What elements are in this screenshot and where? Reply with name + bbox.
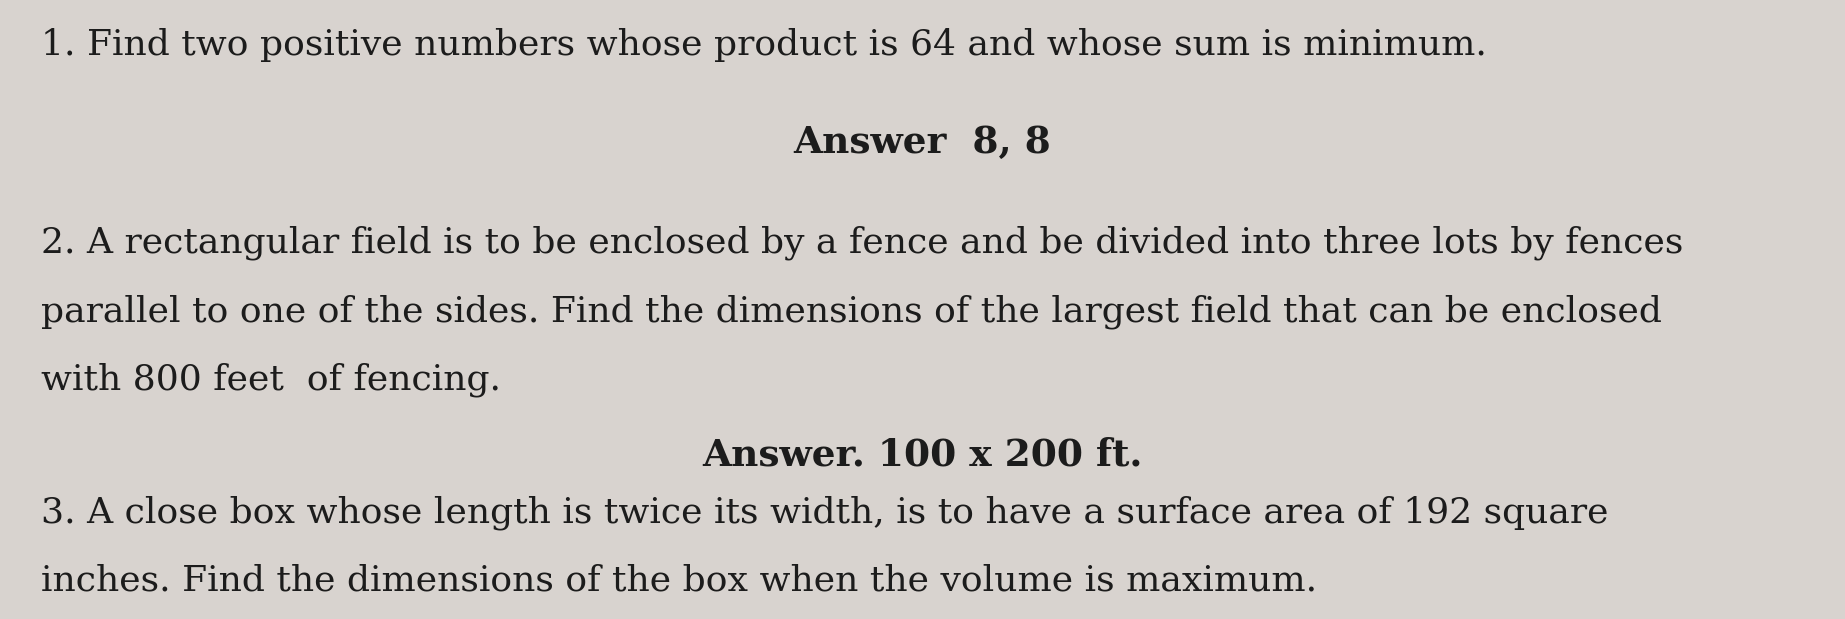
Text: 1. Find two positive numbers whose product is 64 and whose sum is minimum.: 1. Find two positive numbers whose produ… [41, 28, 1487, 62]
Text: 2. A rectangular field is to be enclosed by a fence and be divided into three lo: 2. A rectangular field is to be enclosed… [41, 226, 1683, 261]
Text: Answer  8, 8: Answer 8, 8 [793, 124, 1052, 161]
Text: Answer. 100 x 200 ft.: Answer. 100 x 200 ft. [703, 436, 1142, 474]
Text: inches. Find the dimensions of the box when the volume is maximum.: inches. Find the dimensions of the box w… [41, 563, 1317, 597]
Text: 3. A close box whose length is twice its width, is to have a surface area of 192: 3. A close box whose length is twice its… [41, 495, 1609, 530]
Text: with 800 feet  of fencing.: with 800 feet of fencing. [41, 362, 500, 397]
Text: parallel to one of the sides. Find the dimensions of the largest field that can : parallel to one of the sides. Find the d… [41, 294, 1662, 329]
